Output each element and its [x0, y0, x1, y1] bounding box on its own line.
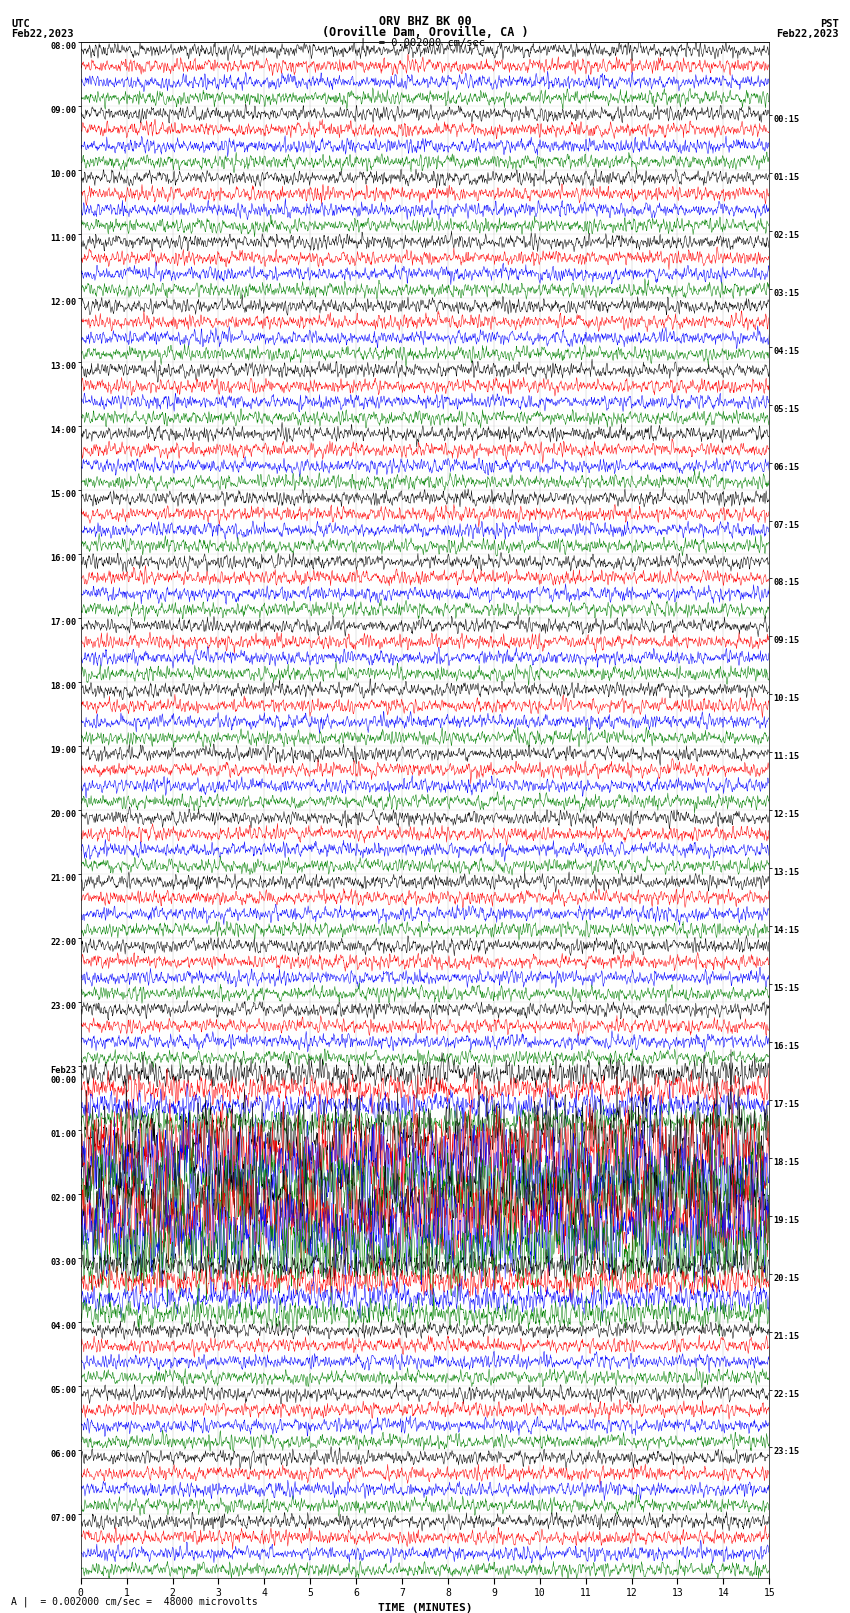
Text: Feb22,2023: Feb22,2023	[11, 29, 74, 39]
Text: A |  = 0.002000 cm/sec =  48000 microvolts: A | = 0.002000 cm/sec = 48000 microvolts	[11, 1595, 258, 1607]
Text: PST: PST	[820, 19, 839, 29]
Text: |  = 0.002000 cm/sec: | = 0.002000 cm/sec	[360, 37, 485, 48]
X-axis label: TIME (MINUTES): TIME (MINUTES)	[377, 1603, 473, 1613]
Text: (Oroville Dam, Oroville, CA ): (Oroville Dam, Oroville, CA )	[321, 26, 529, 39]
Text: Feb22,2023: Feb22,2023	[776, 29, 839, 39]
Text: UTC: UTC	[11, 19, 30, 29]
Text: ORV BHZ BK 00: ORV BHZ BK 00	[379, 16, 471, 29]
